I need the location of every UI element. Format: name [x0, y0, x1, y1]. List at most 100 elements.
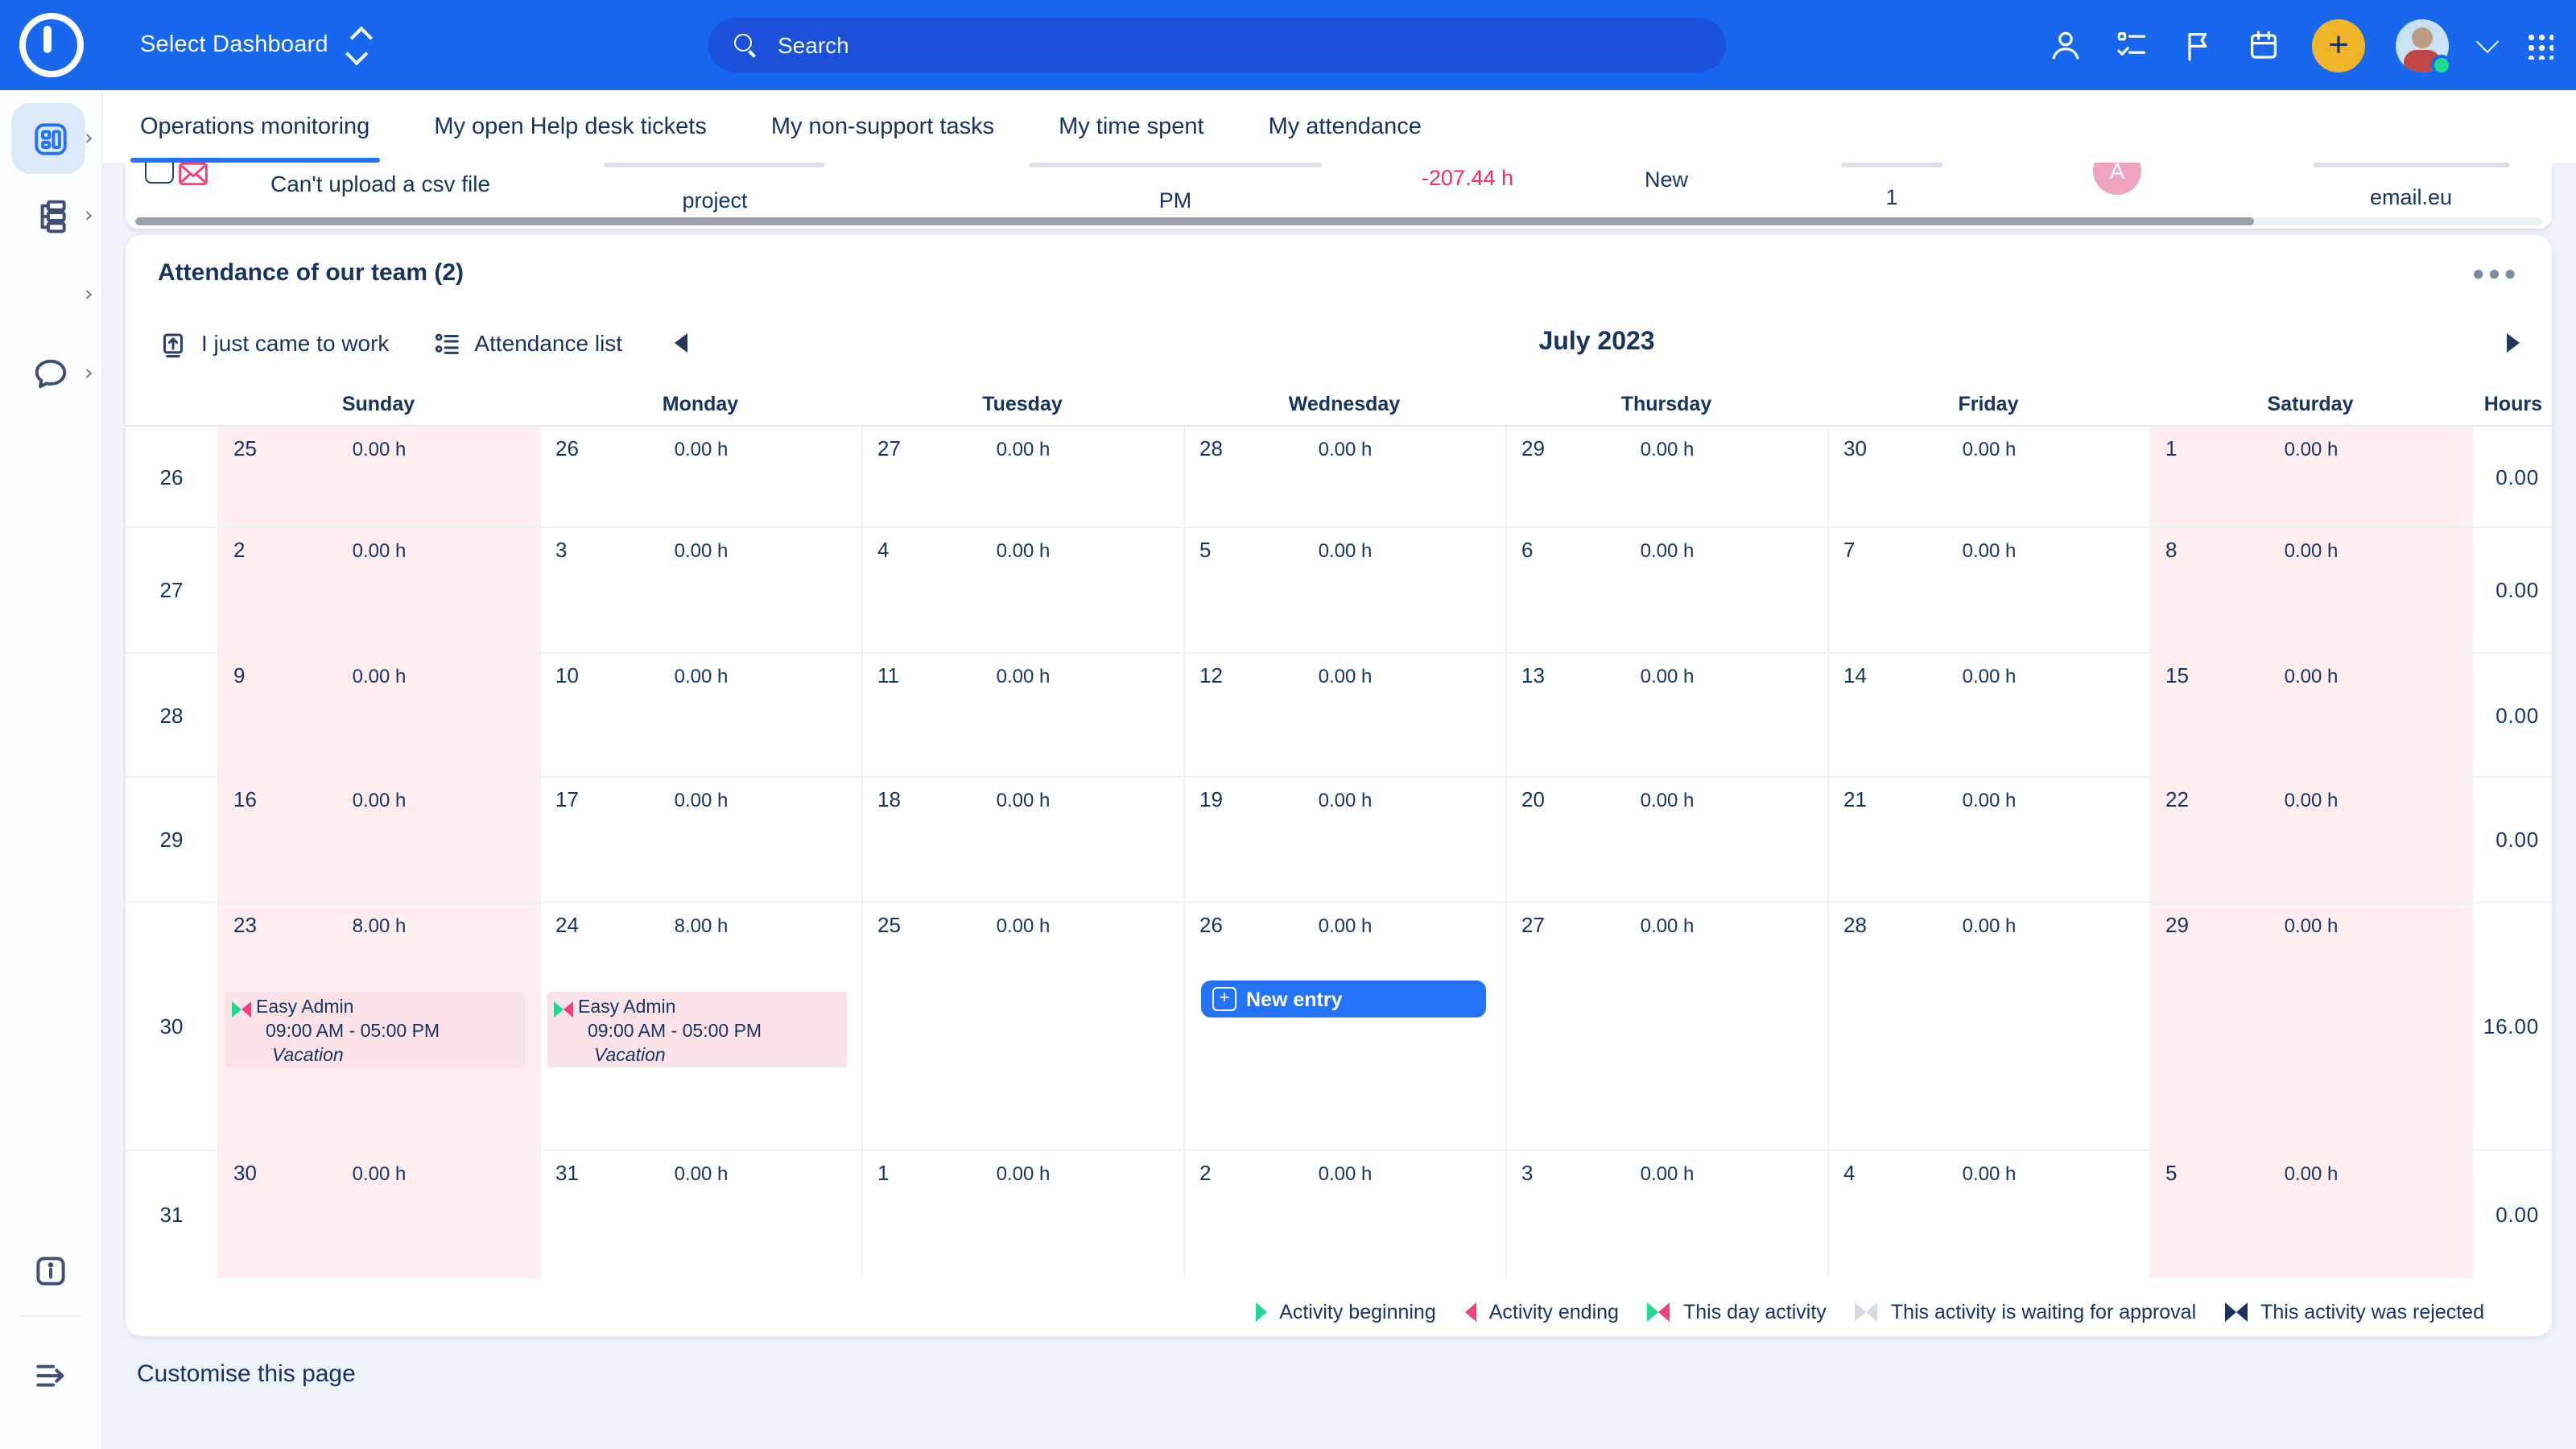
tasks-checklist-icon[interactable]	[2114, 27, 2149, 63]
day-cell-22[interactable]: 22 0.00 h	[2149, 778, 2471, 902]
day-number: 27	[877, 436, 901, 460]
day-cell-27[interactable]: 27 0.00 h	[1505, 903, 1827, 1150]
tab-my-time-spent[interactable]: My time spent	[1059, 114, 1204, 139]
calendar-week-row-29: 29 16 0.00 h 17 0.00 h 18 0.00 h 19 0.00 h 20 0.00…	[126, 778, 2552, 903]
legend-item-this-activity-is-waiting-for-approval: This activity is waiting for approval	[1855, 1300, 2196, 1323]
day-number: 3	[1521, 1161, 1534, 1185]
day-cell-27[interactable]: 27 0.00 h	[861, 427, 1183, 526]
day-cell-4[interactable]: 4 0.00 h	[861, 528, 1183, 652]
day-number: 8	[2165, 538, 2178, 562]
scrollbar-thumb[interactable]	[135, 217, 2254, 225]
day-cell-19[interactable]: 19 0.00 h	[1183, 778, 1505, 902]
day-cell-24[interactable]: 24 8.00 h Easy Admin 09:00 AM - 05:00 PM Vac…	[539, 903, 861, 1150]
chevron-down-icon[interactable]	[2475, 30, 2500, 54]
search-input[interactable]	[774, 31, 1700, 60]
sidebar-item-dashboard[interactable]: ›	[0, 103, 101, 174]
widget-menu-icon[interactable]: ●●●	[2471, 260, 2520, 284]
day-cell-3[interactable]: 3 0.00 h	[1505, 1151, 1827, 1278]
this-day-activity-icon	[232, 1001, 251, 1017]
day-cell-2[interactable]: 2 0.00 h	[1183, 1151, 1505, 1278]
quick-add-button[interactable]: +	[2312, 19, 2365, 72]
day-cell-25[interactable]: 25 0.00 h	[861, 903, 1183, 1150]
sidebar-collapse-toggle[interactable]	[0, 1340, 101, 1410]
horizontal-scrollbar[interactable]	[135, 217, 2542, 225]
flag-icon[interactable]	[2180, 27, 2215, 63]
day-cell-14[interactable]: 14 0.00 h	[1827, 654, 2149, 776]
sidebar-item-hidden[interactable]: ›	[0, 259, 101, 330]
day-cell-6[interactable]: 6 0.00 h	[1505, 528, 1827, 652]
day-number: 18	[877, 787, 901, 811]
user-icon[interactable]	[2048, 27, 2083, 63]
next-month-button[interactable]	[2507, 333, 2520, 353]
day-hours-label: 0.00 h	[674, 539, 729, 562]
day-cell-4[interactable]: 4 0.00 h	[1827, 1151, 2149, 1278]
day-cell-23[interactable]: 23 8.00 h Easy Admin 09:00 AM - 05:00 PM Vac…	[217, 903, 539, 1150]
day-cell-16[interactable]: 16 0.00 h	[217, 778, 539, 902]
day-cell-5[interactable]: 5 0.00 h	[1183, 528, 1505, 652]
day-cell-13[interactable]: 13 0.00 h	[1505, 654, 1827, 776]
day-cell-29[interactable]: 29 0.00 h	[1505, 427, 1827, 526]
day-cell-29[interactable]: 29 0.00 h	[2149, 903, 2471, 1150]
day-cell-10[interactable]: 10 0.00 h	[539, 654, 861, 776]
table-row[interactable]: Can't upload a csv file project PM -207.…	[126, 163, 2552, 216]
day-cell-26[interactable]: 26 0.00 h	[539, 427, 861, 526]
day-cell-26[interactable]: 26 0.00 h + New entry	[1183, 903, 1505, 1150]
event-time-range: 09:00 AM - 05:00 PM	[588, 1022, 762, 1042]
global-search[interactable]	[708, 18, 1726, 72]
day-hours-label: 0.00 h	[996, 914, 1051, 937]
apps-grid-icon[interactable]	[2526, 31, 2553, 59]
weekday-header-thursday: Thursday	[1620, 393, 1712, 415]
new-entry-button[interactable]: + New entry	[1201, 980, 1486, 1018]
day-number: 24	[555, 913, 579, 937]
legend-item-activity-beginning: Activity beginning	[1255, 1300, 1436, 1323]
tab-my-non-support-tasks[interactable]: My non-support tasks	[770, 114, 995, 139]
sidebar-item-chat[interactable]: ›	[0, 338, 101, 409]
tab-my-open-help-desk-tickets[interactable]: My open Help desk tickets	[434, 114, 707, 139]
day-cell-28[interactable]: 28 0.00 h	[1183, 427, 1505, 526]
day-cell-21[interactable]: 21 0.00 h	[1827, 778, 2149, 902]
ticket-title-link[interactable]: Can't upload a csv file	[270, 171, 491, 196]
previous-month-button[interactable]	[674, 333, 687, 353]
day-cell-7[interactable]: 7 0.00 h	[1827, 528, 2149, 652]
day-cell-15[interactable]: 15 0.00 h	[2149, 654, 2471, 776]
select-dashboard-button[interactable]: Select Dashboard	[140, 25, 373, 65]
day-cell-2[interactable]: 2 0.00 h	[217, 528, 539, 652]
user-avatar[interactable]	[2396, 19, 2452, 75]
attendance-list-button[interactable]: Attendance list	[431, 328, 622, 358]
day-number: 22	[2165, 787, 2189, 811]
day-cell-11[interactable]: 11 0.00 h	[861, 654, 1183, 776]
calendar-icon[interactable]	[2246, 27, 2281, 63]
day-cell-1[interactable]: 1 0.00 h	[861, 1151, 1183, 1278]
day-cell-5[interactable]: 5 0.00 h	[2149, 1151, 2471, 1278]
row-checkbox[interactable]	[126, 163, 177, 184]
day-cell-9[interactable]: 9 0.00 h	[217, 654, 539, 776]
weekday-header-tuesday: Tuesday	[982, 393, 1063, 415]
attendance-event-chip[interactable]: Easy Admin 09:00 AM - 05:00 PM Vacation	[225, 992, 525, 1067]
day-cell-1[interactable]: 1 0.00 h	[2149, 427, 2471, 526]
customise-page-link[interactable]: Customise this page	[137, 1360, 356, 1388]
sidebar-item-info[interactable]	[0, 1235, 101, 1306]
sidebar-item-project-tree[interactable]: ›	[0, 180, 101, 251]
email-envelope-icon	[177, 163, 225, 193]
calendar-week-row-30: 30 23 8.00 h Easy Admin 09:00 AM - 05:00 PM V…	[126, 903, 2552, 1151]
day-cell-30[interactable]: 30 0.00 h	[217, 1151, 539, 1278]
day-cell-18[interactable]: 18 0.00 h	[861, 778, 1183, 902]
day-cell-31[interactable]: 31 0.00 h	[539, 1151, 861, 1278]
day-cell-20[interactable]: 20 0.00 h	[1505, 778, 1827, 902]
day-cell-3[interactable]: 3 0.00 h	[539, 528, 861, 652]
tab-my-attendance[interactable]: My attendance	[1268, 114, 1422, 139]
ticket-pm-cell: PM	[966, 163, 1385, 213]
day-hours-label: 0.00 h	[1962, 539, 2017, 562]
day-cell-25[interactable]: 25 0.00 h	[217, 427, 539, 526]
day-cell-12[interactable]: 12 0.00 h	[1183, 654, 1505, 776]
day-cell-8[interactable]: 8 0.00 h	[2149, 528, 2471, 652]
tab-operations-monitoring[interactable]: Operations monitoring	[130, 90, 379, 163]
app-logo[interactable]	[0, 0, 101, 90]
day-cell-28[interactable]: 28 0.00 h	[1827, 903, 2149, 1150]
day-cell-30[interactable]: 30 0.00 h	[1827, 427, 2149, 526]
came-to-work-button[interactable]: I just came to work	[158, 328, 389, 358]
attendance-event-chip[interactable]: Easy Admin 09:00 AM - 05:00 PM Vacation	[547, 992, 847, 1067]
assignee-avatar[interactable]: A	[2093, 163, 2141, 195]
day-cell-17[interactable]: 17 0.00 h	[539, 778, 861, 902]
event-time-range: 09:00 AM - 05:00 PM	[266, 1022, 440, 1042]
